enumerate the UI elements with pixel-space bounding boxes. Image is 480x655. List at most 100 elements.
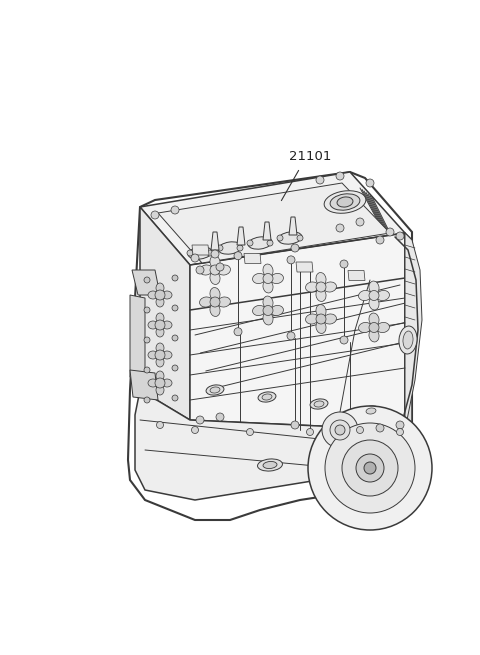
- Circle shape: [369, 322, 379, 333]
- Ellipse shape: [316, 305, 326, 318]
- Circle shape: [155, 320, 165, 330]
- Polygon shape: [237, 227, 245, 245]
- Ellipse shape: [210, 303, 220, 316]
- Polygon shape: [140, 207, 190, 420]
- Circle shape: [267, 240, 273, 246]
- Polygon shape: [348, 271, 365, 280]
- Ellipse shape: [156, 313, 164, 323]
- Ellipse shape: [162, 379, 172, 387]
- Circle shape: [234, 252, 242, 260]
- Ellipse shape: [324, 314, 336, 324]
- Circle shape: [287, 332, 295, 340]
- Ellipse shape: [330, 194, 360, 210]
- Circle shape: [144, 337, 150, 343]
- Circle shape: [357, 426, 363, 434]
- Circle shape: [144, 277, 150, 283]
- Circle shape: [369, 291, 379, 301]
- Ellipse shape: [217, 265, 230, 275]
- Ellipse shape: [369, 297, 379, 310]
- Ellipse shape: [359, 322, 372, 333]
- Ellipse shape: [324, 282, 336, 292]
- Circle shape: [144, 397, 150, 403]
- Circle shape: [340, 260, 348, 268]
- Ellipse shape: [217, 297, 230, 307]
- Polygon shape: [140, 172, 405, 265]
- Ellipse shape: [263, 296, 273, 309]
- Circle shape: [335, 425, 345, 435]
- Ellipse shape: [210, 387, 220, 393]
- Circle shape: [211, 250, 219, 258]
- Ellipse shape: [316, 272, 326, 286]
- Ellipse shape: [359, 290, 372, 301]
- Ellipse shape: [271, 305, 284, 316]
- Circle shape: [366, 179, 374, 187]
- Ellipse shape: [148, 321, 158, 329]
- Ellipse shape: [316, 289, 326, 301]
- Ellipse shape: [399, 326, 417, 354]
- Circle shape: [316, 176, 324, 184]
- Ellipse shape: [252, 273, 265, 284]
- Ellipse shape: [188, 247, 212, 259]
- Polygon shape: [132, 270, 160, 295]
- Ellipse shape: [148, 351, 158, 359]
- Circle shape: [155, 350, 165, 360]
- Ellipse shape: [258, 459, 282, 471]
- Ellipse shape: [248, 237, 272, 249]
- Polygon shape: [405, 233, 422, 430]
- Polygon shape: [130, 370, 158, 400]
- Circle shape: [336, 224, 344, 232]
- Circle shape: [330, 420, 350, 440]
- Circle shape: [144, 367, 150, 373]
- Circle shape: [172, 395, 178, 401]
- Ellipse shape: [324, 191, 366, 214]
- Circle shape: [316, 314, 326, 324]
- Circle shape: [187, 250, 193, 256]
- Ellipse shape: [210, 255, 220, 269]
- Ellipse shape: [252, 305, 265, 316]
- Ellipse shape: [362, 406, 380, 416]
- Circle shape: [172, 335, 178, 341]
- Circle shape: [291, 421, 299, 429]
- Circle shape: [234, 328, 242, 336]
- Circle shape: [210, 297, 220, 307]
- Circle shape: [263, 305, 273, 316]
- Ellipse shape: [306, 314, 318, 324]
- Ellipse shape: [376, 322, 389, 333]
- Ellipse shape: [314, 401, 324, 407]
- Circle shape: [191, 254, 199, 262]
- Ellipse shape: [337, 197, 353, 207]
- Ellipse shape: [148, 379, 158, 387]
- Circle shape: [192, 426, 199, 434]
- Ellipse shape: [206, 385, 224, 395]
- Ellipse shape: [210, 288, 220, 301]
- Ellipse shape: [403, 331, 413, 349]
- Ellipse shape: [258, 392, 276, 402]
- Circle shape: [172, 275, 178, 281]
- Polygon shape: [244, 253, 261, 263]
- Polygon shape: [128, 172, 412, 520]
- Circle shape: [196, 266, 204, 274]
- Ellipse shape: [263, 462, 277, 468]
- Circle shape: [322, 412, 358, 448]
- Ellipse shape: [369, 313, 379, 326]
- Ellipse shape: [310, 399, 328, 409]
- Polygon shape: [192, 245, 209, 255]
- Ellipse shape: [162, 321, 172, 329]
- Polygon shape: [211, 232, 219, 250]
- Polygon shape: [263, 222, 271, 240]
- Circle shape: [342, 440, 398, 496]
- Ellipse shape: [210, 272, 220, 284]
- Circle shape: [277, 235, 283, 241]
- Ellipse shape: [200, 265, 213, 275]
- Polygon shape: [296, 262, 313, 272]
- Circle shape: [216, 413, 224, 421]
- Ellipse shape: [316, 320, 326, 333]
- Polygon shape: [130, 295, 145, 380]
- Ellipse shape: [156, 357, 164, 367]
- Polygon shape: [289, 217, 297, 235]
- Ellipse shape: [306, 282, 318, 292]
- Ellipse shape: [162, 291, 172, 299]
- Circle shape: [171, 206, 179, 214]
- Circle shape: [297, 235, 303, 241]
- Circle shape: [376, 236, 384, 244]
